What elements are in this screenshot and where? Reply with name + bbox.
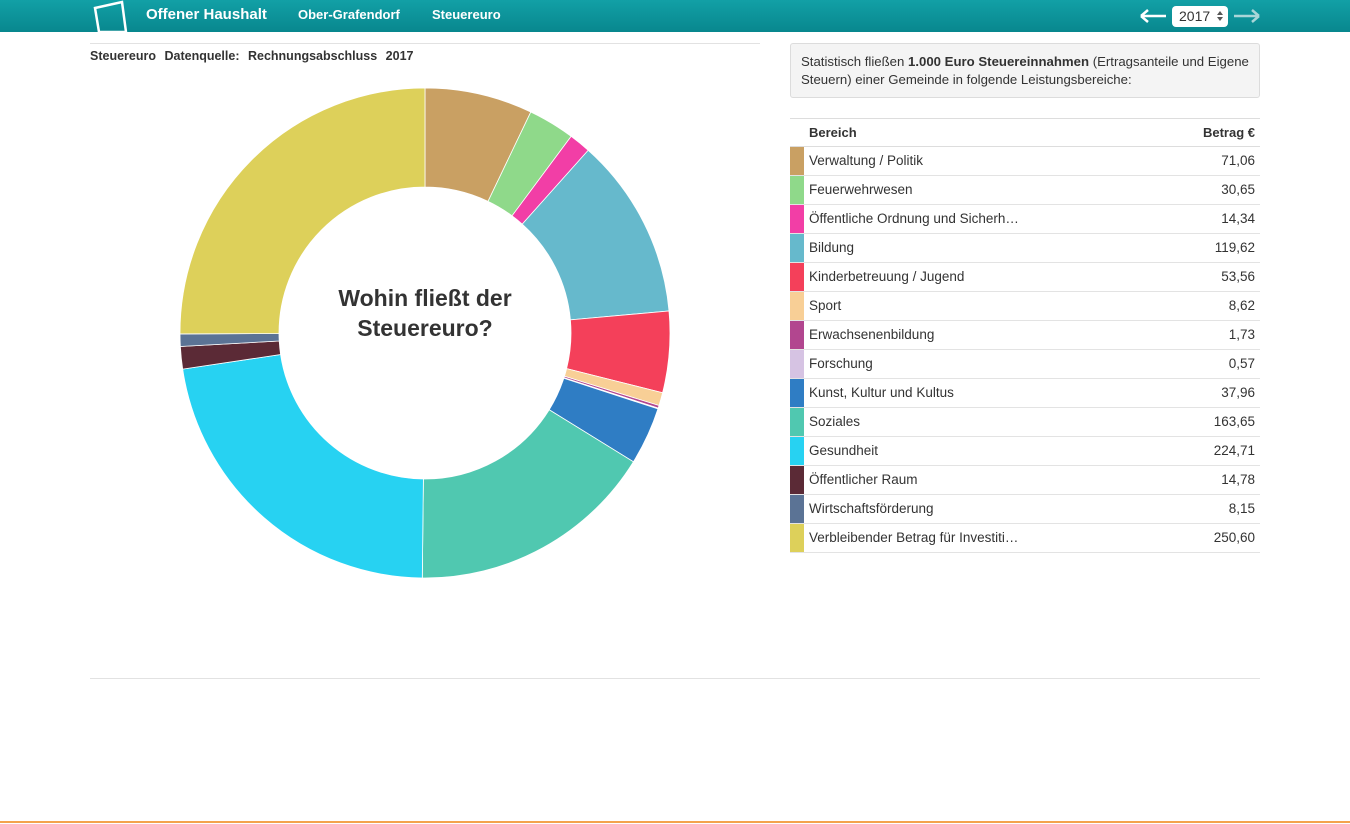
row-value: 37,96 (1221, 385, 1255, 400)
table-row[interactable]: Soziales 163,65 (790, 408, 1260, 437)
row-label: Kunst, Kultur und Kultus (809, 385, 954, 400)
table-row[interactable]: Verwaltung / Politik 71,06 (790, 147, 1260, 176)
donut-slice[interactable] (179, 87, 426, 335)
table-header: Bereich Betrag € (790, 118, 1260, 147)
row-label: Verbleibender Betrag für Investiti… (809, 530, 1019, 545)
chart-heading: Steuereuro Datenquelle: Rechnungsabschlu… (90, 49, 418, 63)
year-value: 2017 (1179, 8, 1211, 24)
nav-municipality[interactable]: Ober-Grafendorf (298, 7, 400, 22)
color-swatch (790, 292, 804, 320)
year-select[interactable]: 2017 (1172, 6, 1228, 27)
color-swatch (790, 437, 804, 465)
chart-center-title: Wohin fließt der Steuereuro? (300, 283, 550, 343)
color-swatch (790, 379, 804, 407)
table-row[interactable]: Verbleibender Betrag für Investiti… 250,6… (790, 524, 1260, 553)
color-swatch (790, 350, 804, 378)
row-value: 53,56 (1221, 269, 1255, 284)
color-swatch (790, 321, 804, 349)
row-label: Feuerwehrwesen (809, 182, 913, 197)
row-value: 14,34 (1221, 211, 1255, 226)
row-label: Bildung (809, 240, 855, 255)
row-label: Verwaltung / Politik (809, 153, 924, 168)
row-value: 224,71 (1213, 443, 1255, 458)
table-row[interactable]: Erwachsenenbildung 1,73 (790, 321, 1260, 350)
row-label: Wirtschaftsförderung (809, 501, 934, 516)
nav-steuereuro[interactable]: Steuereuro (432, 7, 501, 22)
info-text-start: Statistisch fließen (801, 54, 909, 69)
col-header-betrag[interactable]: Betrag € (1202, 125, 1255, 140)
color-swatch (790, 263, 804, 291)
kdz-logo-icon[interactable] (92, 0, 132, 32)
row-value: 163,65 (1213, 414, 1255, 429)
info-text-end: (Ertragsanteile und Eigene Steuern) eine… (801, 54, 1249, 87)
row-value: 14,78 (1221, 472, 1255, 487)
row-value: 0,57 (1228, 356, 1255, 371)
arrow-left-icon[interactable] (1138, 4, 1168, 28)
row-label: Sport (809, 298, 842, 313)
legend-table: Bereich Betrag € Verwaltung / Politik 71,… (790, 118, 1260, 553)
table-row[interactable]: Kinderbetreuung / Jugend 53,56 (790, 263, 1260, 292)
heading-title: Steuereuro (90, 49, 156, 63)
donut-slice[interactable] (182, 354, 424, 579)
row-label: Öffentliche Ordnung und Sicherh… (809, 211, 1019, 226)
info-text-bold: 1.000 Euro Steuereinnahmen (908, 54, 1090, 69)
table-row[interactable]: Öffentliche Ordnung und Sicherh… 14,34 (790, 205, 1260, 234)
heading-source-label: Datenquelle: (164, 49, 240, 63)
heading-year: 2017 (385, 49, 414, 63)
spinner-icon (1217, 11, 1223, 21)
table-row[interactable]: Bildung 119,62 (790, 234, 1260, 263)
color-swatch (790, 205, 804, 233)
row-label: Soziales (809, 414, 861, 429)
footer-line (0, 821, 1350, 823)
row-value: 30,65 (1221, 182, 1255, 197)
arrow-right-icon[interactable] (1232, 4, 1262, 28)
row-value: 8,15 (1228, 501, 1255, 516)
table-row[interactable]: Feuerwehrwesen 30,65 (790, 176, 1260, 205)
brand-title[interactable]: Offener Haushalt (146, 6, 267, 23)
color-swatch (790, 147, 804, 175)
color-swatch (790, 495, 804, 523)
donut-chart (179, 87, 671, 579)
table-row[interactable]: Wirtschaftsförderung 8,15 (790, 495, 1260, 524)
color-swatch (790, 408, 804, 436)
row-value: 119,62 (1214, 240, 1255, 255)
color-swatch (790, 524, 804, 552)
color-swatch (790, 176, 804, 204)
row-label: Gesundheit (809, 443, 879, 458)
row-value: 250,60 (1213, 530, 1255, 545)
table-row[interactable]: Öffentlicher Raum 14,78 (790, 466, 1260, 495)
row-value: 71,06 (1221, 153, 1255, 168)
row-label: Forschung (809, 356, 873, 371)
color-swatch (790, 234, 804, 262)
row-label: Öffentlicher Raum (809, 472, 918, 487)
table-row[interactable]: Gesundheit 224,71 (790, 437, 1260, 466)
row-value: 1,73 (1228, 327, 1255, 342)
table-row[interactable]: Kunst, Kultur und Kultus 37,96 (790, 379, 1260, 408)
table-row[interactable]: Forschung 0,57 (790, 350, 1260, 379)
row-value: 8,62 (1228, 298, 1255, 313)
chart-title-line-2: Steuereuro? (357, 315, 493, 341)
donut-slice[interactable] (421, 409, 634, 579)
row-label: Erwachsenenbildung (809, 327, 935, 342)
top-bar: Offener Haushalt Ober-Grafendorf Steuere… (0, 0, 1350, 32)
divider (90, 678, 1260, 679)
info-box: Statistisch fließen 1.000 Euro Steuerein… (790, 43, 1260, 98)
heading-source: Rechnungsabschluss (247, 49, 378, 63)
row-label: Kinderbetreuung / Jugend (809, 269, 965, 284)
col-header-bereich[interactable]: Bereich (809, 125, 857, 140)
divider (90, 43, 760, 44)
table-row[interactable]: Sport 8,62 (790, 292, 1260, 321)
color-swatch (790, 466, 804, 494)
chart-title-line-1: Wohin fließt der (338, 285, 512, 311)
